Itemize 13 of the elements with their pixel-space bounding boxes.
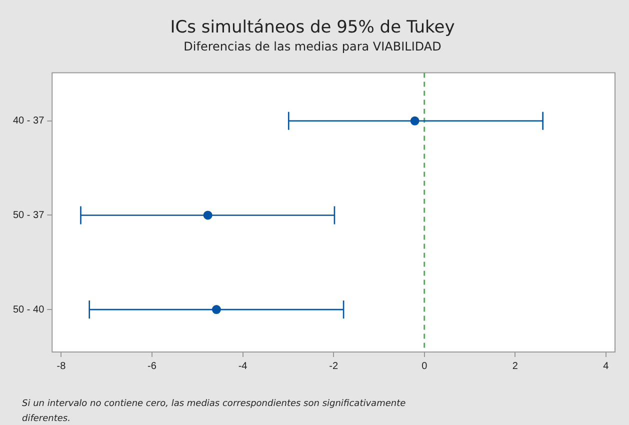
x-tick-label: 0 — [422, 360, 428, 372]
y-tick-label: 50 - 40 — [12, 304, 45, 316]
x-tick-label: 4 — [603, 360, 610, 372]
x-tick-label: -8 — [56, 360, 66, 372]
x-tick-label: 2 — [512, 360, 518, 372]
chart-title: ICs simultáneos de 95% de Tukey — [170, 18, 455, 38]
x-tick-label: -2 — [329, 360, 338, 372]
x-tick-label: -4 — [238, 360, 248, 372]
y-tick-label: 50 - 37 — [12, 210, 45, 221]
x-tick-label: -6 — [148, 360, 157, 372]
chart-subtitle: Diferencias de las medias para VIABILIDAD — [184, 40, 442, 54]
text: Si un intervalo no contiene cero, las medias correspondientes son significativamente diferentes. — [22, 398, 407, 425]
y-tick-label: 40 - 37 — [12, 116, 45, 127]
